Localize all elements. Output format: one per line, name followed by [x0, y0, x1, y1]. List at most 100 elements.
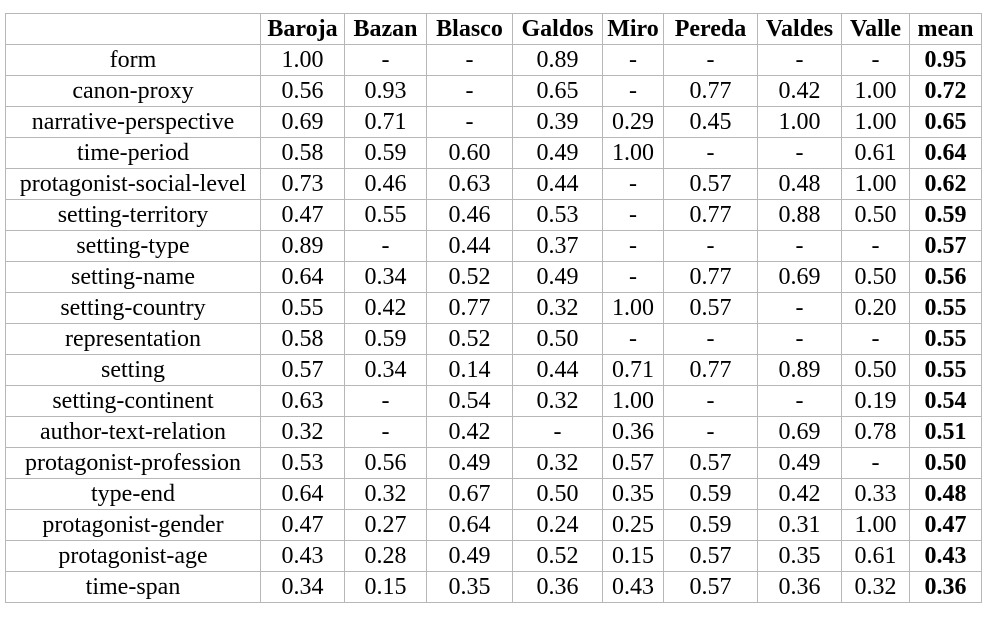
score-cell: 0.39 — [512, 106, 603, 138]
score-cell: 1.00 — [757, 106, 842, 138]
score-cell: 0.77 — [663, 199, 758, 231]
column-header-blasco: Blasco — [426, 13, 513, 45]
score-cell: 0.25 — [602, 509, 664, 541]
score-cell: - — [344, 230, 427, 262]
mean-cell: 0.48 — [909, 478, 982, 510]
score-cell: - — [344, 416, 427, 448]
score-cell: 0.57 — [663, 292, 758, 324]
score-cell: - — [602, 261, 664, 293]
table-row: type-end 0.64 0.32 0.67 0.50 0.35 0.59 0.42 0.33… — [5, 478, 982, 510]
score-cell: 0.64 — [426, 509, 513, 541]
score-cell: - — [426, 44, 513, 76]
score-cell: 0.61 — [841, 137, 910, 169]
column-header-miro: Miro — [602, 13, 664, 45]
score-cell: 0.88 — [757, 199, 842, 231]
table-row: setting-continent 0.63-0.54 0.32 1.00- -0.19… — [5, 385, 982, 417]
mean-cell: 0.57 — [909, 230, 982, 262]
table-row: representation 0.58 0.59 0.52 0.50- - - -0.55 — [5, 323, 982, 355]
score-cell: 0.31 — [757, 509, 842, 541]
score-cell: 0.64 — [260, 261, 345, 293]
score-cell: 0.50 — [841, 199, 910, 231]
row-feature-label: setting-territory — [5, 199, 261, 231]
row-feature-label: protagonist-age — [5, 540, 261, 572]
row-feature-label: setting — [5, 354, 261, 386]
score-cell: 0.57 — [602, 447, 664, 479]
score-cell: 0.27 — [344, 509, 427, 541]
score-cell: 0.50 — [512, 478, 603, 510]
column-header-valdes: Valdes — [757, 13, 842, 45]
mean-cell: 0.51 — [909, 416, 982, 448]
score-cell: 0.48 — [757, 168, 842, 200]
score-cell: 0.93 — [344, 75, 427, 107]
table-row: time-period 0.58 0.59 0.60 0.49 1.00- -0.61 0.6… — [5, 137, 982, 169]
score-cell: 0.33 — [841, 478, 910, 510]
score-cell: 0.19 — [841, 385, 910, 417]
score-cell: 0.52 — [426, 323, 513, 355]
score-cell: 0.52 — [426, 261, 513, 293]
score-cell: 0.32 — [512, 447, 603, 479]
score-cell: 0.57 — [663, 447, 758, 479]
score-cell: 0.49 — [426, 540, 513, 572]
table-row: canon-proxy 0.56 0.93-0.65-0.77 0.42 1.00 0.7… — [5, 75, 982, 107]
score-cell: - — [663, 44, 758, 76]
mean-cell: 0.72 — [909, 75, 982, 107]
score-cell: 0.89 — [512, 44, 603, 76]
score-cell: 0.58 — [260, 323, 345, 355]
score-cell: 0.44 — [512, 168, 603, 200]
table-row: author-text-relation 0.32-0.42-0.36-0.69 0… — [5, 416, 982, 448]
score-cell: - — [344, 44, 427, 76]
score-cell: 0.24 — [512, 509, 603, 541]
score-cell: - — [841, 44, 910, 76]
mean-cell: 0.62 — [909, 168, 982, 200]
score-cell: - — [602, 230, 664, 262]
column-header-galdos: Galdos — [512, 13, 603, 45]
row-feature-label: protagonist-profession — [5, 447, 261, 479]
score-cell: - — [757, 292, 842, 324]
row-feature-label: setting-type — [5, 230, 261, 262]
score-cell: 0.67 — [426, 478, 513, 510]
table-row: protagonist-age 0.43 0.28 0.49 0.52 0.15 0.57 0… — [5, 540, 982, 572]
score-cell: 0.44 — [426, 230, 513, 262]
score-cell: 1.00 — [260, 44, 345, 76]
score-cell: 1.00 — [841, 106, 910, 138]
score-cell: 0.14 — [426, 354, 513, 386]
score-cell: 0.32 — [841, 571, 910, 603]
mean-cell: 0.47 — [909, 509, 982, 541]
score-cell: 0.60 — [426, 137, 513, 169]
score-cell: 0.58 — [260, 137, 345, 169]
score-cell: - — [344, 385, 427, 417]
row-feature-label: time-period — [5, 137, 261, 169]
score-cell: 0.57 — [663, 540, 758, 572]
mean-cell: 0.95 — [909, 44, 982, 76]
row-feature-label: time-span — [5, 571, 261, 603]
score-cell: 0.69 — [757, 261, 842, 293]
score-cell: 0.89 — [757, 354, 842, 386]
score-cell: 0.43 — [260, 540, 345, 572]
score-cell: 0.59 — [663, 478, 758, 510]
score-cell: 0.57 — [663, 571, 758, 603]
score-cell: 0.50 — [841, 261, 910, 293]
row-feature-label: protagonist-gender — [5, 509, 261, 541]
score-cell: - — [426, 75, 513, 107]
results-table: Baroja Bazan Blasco Galdos Miro Pereda Valdes V… — [5, 13, 982, 603]
mean-cell: 0.54 — [909, 385, 982, 417]
score-cell: 0.49 — [426, 447, 513, 479]
score-cell: 0.36 — [757, 571, 842, 603]
mean-cell: 0.56 — [909, 261, 982, 293]
score-cell: 0.35 — [757, 540, 842, 572]
table-row: setting-name 0.64 0.34 0.52 0.49-0.77 0.69 0.5… — [5, 261, 982, 293]
score-cell: 0.59 — [663, 509, 758, 541]
score-cell: 0.54 — [426, 385, 513, 417]
score-cell: 0.77 — [426, 292, 513, 324]
mean-cell: 0.55 — [909, 354, 982, 386]
score-cell: 0.36 — [512, 571, 603, 603]
score-cell: 0.15 — [344, 571, 427, 603]
score-cell: - — [426, 106, 513, 138]
row-feature-label: form — [5, 44, 261, 76]
score-cell: - — [757, 137, 842, 169]
mean-cell: 0.55 — [909, 323, 982, 355]
row-feature-label: narrative-perspective — [5, 106, 261, 138]
score-cell: - — [841, 447, 910, 479]
score-cell: 0.43 — [602, 571, 664, 603]
score-cell: 0.47 — [260, 199, 345, 231]
